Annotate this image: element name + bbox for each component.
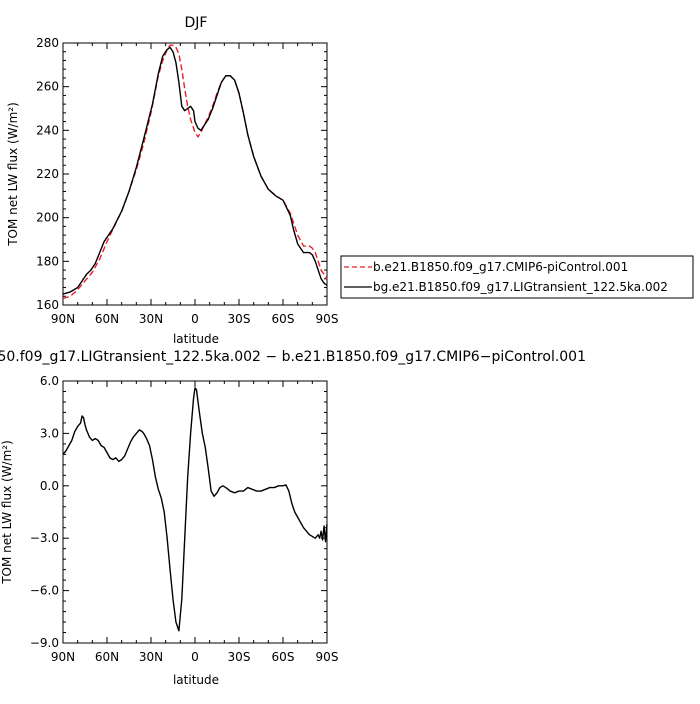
chart-bottom-ytick-label: 0.0: [40, 479, 59, 493]
chart-bottom-series: [62, 387, 328, 632]
chart-top-xtick-label: 90S: [316, 312, 339, 326]
chart-bottom-xtick-label: 30N: [139, 650, 163, 664]
chart-top-ytick-label: 180: [36, 254, 59, 268]
chart-top-ytick-label: 240: [36, 123, 59, 137]
legend-label-transient: bg.e21.B1850.f09_g17.LIGtransient_122.5k…: [373, 280, 668, 294]
chart-bottom-xtick-label: 90N: [51, 650, 75, 664]
chart-top-series-line-0: [62, 44, 328, 300]
chart-top-ytick-label: 160: [36, 298, 59, 312]
chart-top-ticks: 90N 60N 30N 0 30S 60S 90S 160 180 200 220 240 260 280: [36, 36, 338, 326]
chart-bottom-title: bg.e21.B1850.f09_g17.LIGtransient_122.5k…: [0, 349, 586, 365]
chart-top-title: DJF: [185, 15, 208, 31]
chart-top-xtick-label: 30S: [228, 312, 251, 326]
chart-top-ytick-label: 280: [36, 36, 59, 50]
chart-top-ylabel: TOM net LW flux (W/m²): [6, 102, 20, 247]
chart-bottom-plot-frame: [62, 380, 328, 644]
chart-bottom-ytick-label: −6.0: [30, 584, 59, 598]
legend: b.e21.B1850.f09_g17.CMIP6-piControl.001 …: [340, 255, 694, 299]
chart-bottom-xlabel: latitude: [173, 673, 219, 687]
chart-bottom-ytick-label: 6.0: [40, 374, 59, 388]
chart-top-xtick-label: 0: [191, 312, 199, 326]
legend-box: [340, 255, 694, 299]
chart-top-ytick-label: 220: [36, 167, 59, 181]
chart-top-plot-frame: [62, 42, 328, 306]
chart-bottom-ytick-label: 3.0: [40, 426, 59, 440]
chart-top-xtick-label: 30N: [139, 312, 163, 326]
chart-bottom-series-line-0: [62, 387, 328, 632]
chart-bottom-ticks: 90N 60N 30N 0 30S 60S 90S −9.0 −6.0 −3.0 0.0 3.0 6.0: [30, 374, 339, 664]
chart-bottom-ytick-label: −3.0: [30, 531, 59, 545]
chart-bottom-xtick-label: 60N: [95, 650, 119, 664]
chart-bottom-xtick-label: 30S: [228, 650, 251, 664]
chart-top-xlabel: latitude: [173, 332, 219, 346]
chart-top-series-line-1: [62, 46, 328, 295]
chart-bottom-xtick-label: 90S: [316, 650, 339, 664]
chart-top-xtick-label: 90N: [51, 312, 75, 326]
chart-bottom-ylabel: TOM net LW flux (W/m²): [0, 440, 14, 585]
chart-bottom-xtick-label: 60S: [272, 650, 295, 664]
chart-top-xtick-label: 60S: [272, 312, 295, 326]
chart-top: DJF 90N 60N 30N 0 30S 60S 90S 160 180 200 220 240 26…: [6, 15, 338, 346]
legend-label-control: b.e21.B1850.f09_g17.CMIP6-piControl.001: [373, 260, 628, 274]
chart-top-xtick-label: 60N: [95, 312, 119, 326]
chart-bottom: bg.e21.B1850.f09_g17.LIGtransient_122.5k…: [0, 349, 586, 687]
chart-bottom-ytick-label: −9.0: [30, 636, 59, 650]
chart-top-series: [62, 44, 328, 300]
chart-top-ytick-label: 260: [36, 80, 59, 94]
chart-bottom-xtick-label: 0: [191, 650, 199, 664]
chart-top-ytick-label: 200: [36, 211, 59, 225]
